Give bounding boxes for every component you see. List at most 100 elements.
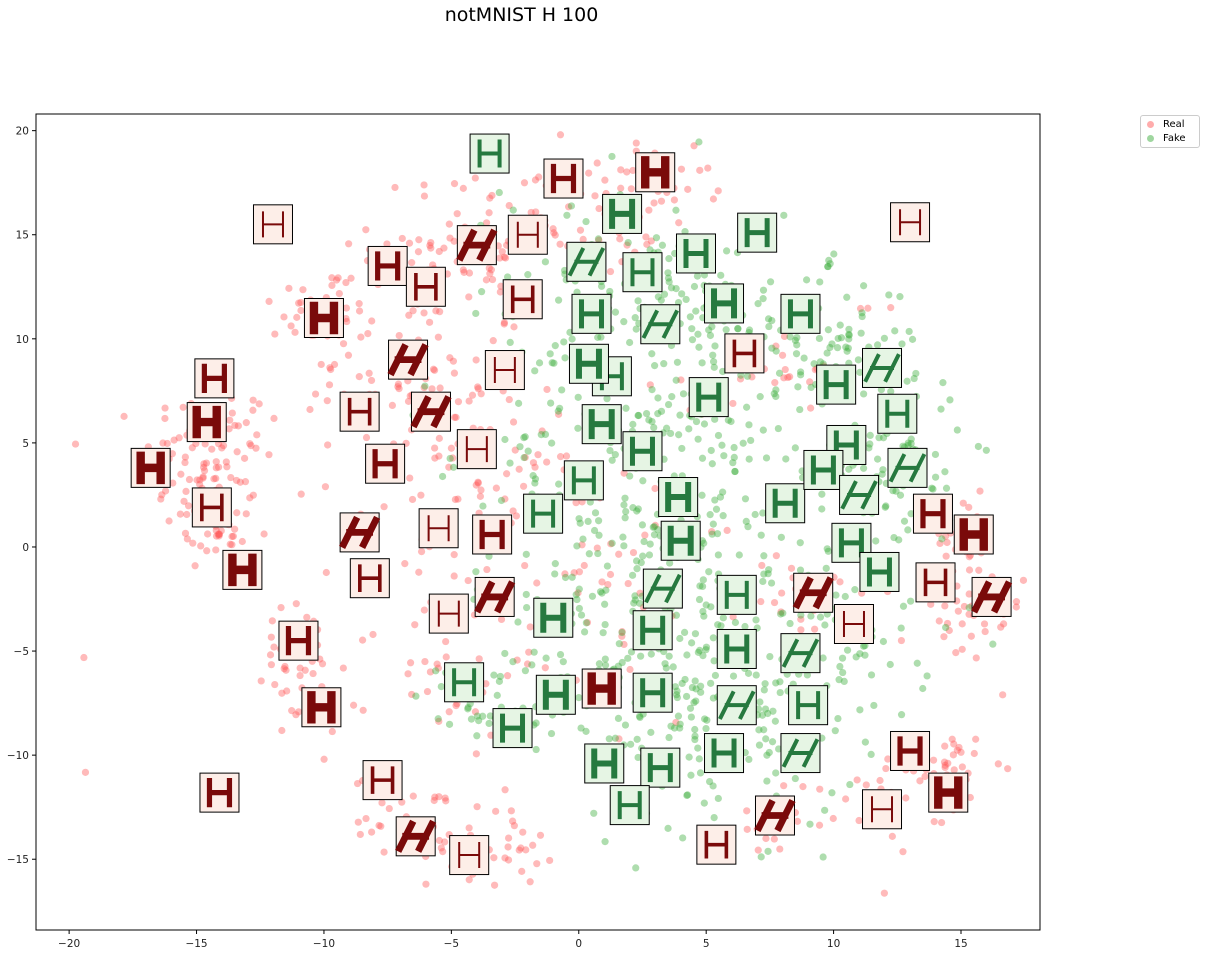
point-fake bbox=[572, 591, 580, 599]
point-real bbox=[899, 848, 907, 856]
point-fake bbox=[697, 688, 705, 696]
point-real bbox=[501, 786, 509, 794]
point-real bbox=[240, 454, 249, 462]
point-real bbox=[531, 463, 539, 471]
point-real bbox=[358, 636, 367, 644]
point-fake bbox=[541, 430, 550, 439]
point-fake bbox=[621, 514, 629, 522]
point-fake bbox=[836, 662, 844, 671]
point-fake bbox=[629, 420, 637, 428]
point-fake bbox=[741, 495, 750, 503]
point-fake bbox=[575, 694, 583, 702]
point-real bbox=[236, 478, 244, 486]
point-fake bbox=[606, 287, 614, 296]
point-real bbox=[972, 654, 980, 662]
point-fake bbox=[720, 452, 728, 460]
point-real bbox=[460, 268, 468, 276]
point-real bbox=[936, 539, 944, 548]
point-fake bbox=[772, 347, 780, 355]
point-real bbox=[477, 486, 485, 494]
point-fake bbox=[654, 394, 662, 402]
point-fake bbox=[762, 735, 770, 743]
point-fake bbox=[588, 592, 597, 600]
thumbnail-real bbox=[862, 789, 903, 830]
point-real bbox=[347, 274, 355, 282]
point-real bbox=[488, 275, 497, 284]
point-real bbox=[356, 830, 364, 839]
point-real bbox=[405, 311, 413, 319]
point-real bbox=[816, 785, 824, 793]
point-real bbox=[1004, 765, 1012, 773]
point-real bbox=[591, 192, 599, 200]
point-real bbox=[199, 474, 207, 482]
point-real bbox=[778, 351, 787, 359]
point-real bbox=[806, 378, 814, 386]
point-fake bbox=[473, 732, 481, 740]
point-fake bbox=[711, 496, 719, 504]
point-fake bbox=[858, 312, 866, 321]
thumbnail-fake bbox=[816, 364, 857, 405]
thumbnail-real bbox=[410, 391, 452, 432]
point-real bbox=[391, 183, 399, 192]
point-real bbox=[326, 364, 334, 372]
point-real bbox=[526, 623, 534, 631]
point-fake bbox=[555, 480, 563, 488]
point-real bbox=[546, 856, 554, 865]
y-tick-label: −15 bbox=[7, 854, 29, 866]
point-real bbox=[525, 648, 533, 656]
point-fake bbox=[759, 509, 767, 517]
point-real bbox=[227, 473, 235, 482]
point-real bbox=[368, 317, 376, 325]
point-fake bbox=[679, 390, 688, 398]
point-real bbox=[435, 836, 444, 845]
thumbnail-fake bbox=[571, 293, 612, 334]
thumbnail-fake bbox=[803, 449, 844, 490]
point-fake bbox=[556, 650, 565, 659]
point-fake bbox=[645, 551, 654, 559]
point-real bbox=[214, 530, 222, 538]
point-fake bbox=[708, 323, 716, 331]
thumbnail-fake bbox=[642, 568, 683, 609]
point-real bbox=[736, 375, 745, 383]
point-real bbox=[317, 360, 325, 369]
point-fake bbox=[485, 719, 493, 728]
point-fake bbox=[856, 650, 864, 658]
point-fake bbox=[665, 652, 673, 660]
point-fake bbox=[709, 782, 717, 790]
point-real bbox=[309, 669, 317, 678]
point-real bbox=[572, 499, 580, 507]
point-fake bbox=[524, 447, 532, 455]
point-fake bbox=[823, 349, 831, 357]
thumbnail-real bbox=[890, 202, 931, 243]
point-fake bbox=[878, 470, 886, 478]
point-fake bbox=[601, 600, 609, 608]
point-real bbox=[355, 307, 364, 315]
point-real bbox=[445, 708, 453, 716]
point-fake bbox=[665, 278, 673, 286]
point-fake bbox=[764, 847, 772, 855]
thumbnail-fake bbox=[640, 747, 681, 788]
point-fake bbox=[654, 293, 662, 301]
point-fake bbox=[873, 455, 882, 463]
thumbnail-fake bbox=[716, 628, 757, 669]
point-real bbox=[191, 562, 199, 570]
point-fake bbox=[744, 523, 752, 531]
point-fake bbox=[706, 331, 715, 340]
point-fake bbox=[904, 439, 912, 447]
point-real bbox=[334, 274, 342, 282]
point-fake bbox=[714, 621, 722, 629]
point-real bbox=[344, 351, 353, 359]
point-real bbox=[268, 617, 276, 625]
point-fake bbox=[772, 679, 780, 687]
point-fake bbox=[775, 745, 783, 753]
point-real bbox=[465, 397, 473, 405]
thumbnail-real bbox=[130, 447, 171, 488]
point-fake bbox=[879, 466, 887, 474]
point-fake bbox=[764, 570, 772, 578]
point-fake bbox=[710, 657, 718, 665]
point-real bbox=[836, 578, 844, 586]
point-real bbox=[214, 463, 223, 471]
point-real bbox=[257, 677, 265, 685]
thumbnail-real bbox=[278, 620, 319, 661]
point-fake bbox=[575, 585, 583, 593]
